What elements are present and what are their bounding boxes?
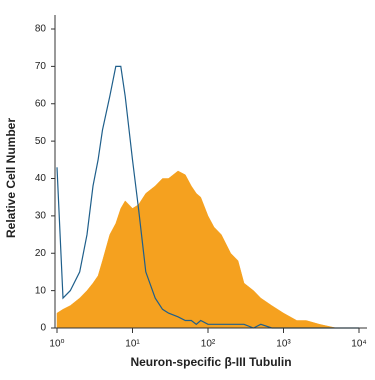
x-axis-title: Neuron-specific β-III Tubulin (130, 355, 291, 369)
histogram-area (56, 170, 359, 329)
y-tick-label: 70 (35, 61, 47, 72)
y-tick-label: 0 (40, 323, 46, 334)
histogram-outline (56, 65, 359, 329)
y-tick-label: 80 (35, 24, 47, 35)
y-axis-title: Relative Cell Number (4, 118, 18, 238)
y-tick-label: 10 (35, 285, 47, 296)
x-tick-label: 10⁴ (351, 339, 366, 350)
x-tick-label: 10¹ (125, 339, 140, 350)
y-tick-label: 40 (35, 173, 47, 184)
y-tick-label: 20 (35, 248, 47, 259)
y-tick-label: 50 (35, 136, 47, 147)
x-tick-label: 10³ (276, 339, 291, 350)
x-tick-label: 10² (201, 339, 216, 350)
x-tick-label: 10⁰ (49, 339, 64, 350)
y-tick-label: 60 (35, 98, 47, 109)
y-tick-label: 30 (35, 211, 47, 222)
